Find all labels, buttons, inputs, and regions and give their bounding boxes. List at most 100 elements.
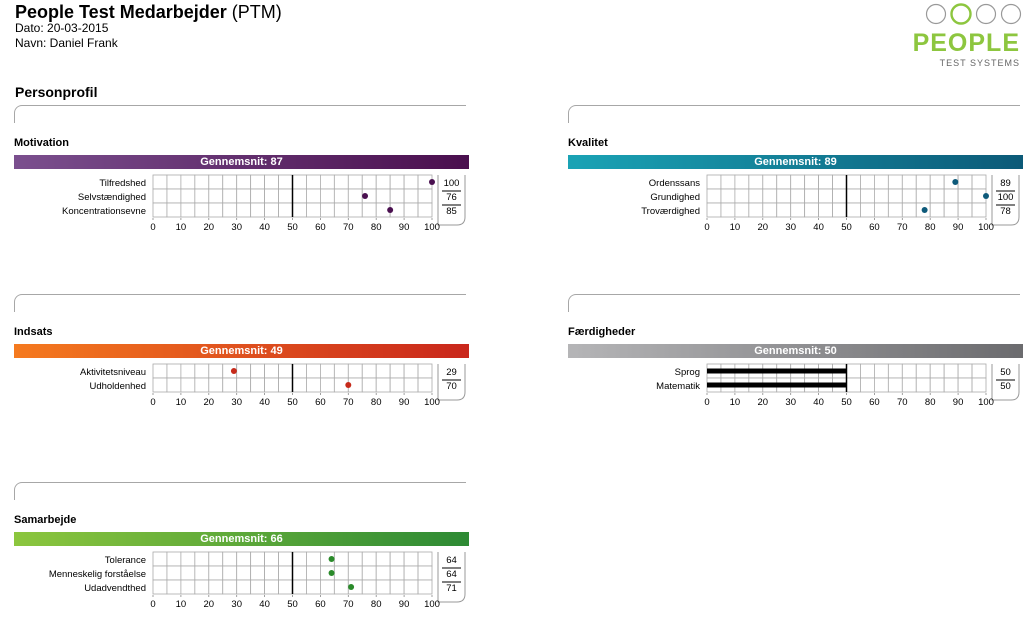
grid-cell xyxy=(776,174,792,190)
tick-label: 40 xyxy=(259,222,270,233)
grid-cell xyxy=(389,363,405,379)
people-logo: PEOPLE TEST SYSTEMS xyxy=(913,2,1024,68)
tick-label: 10 xyxy=(176,397,187,408)
grid-cell xyxy=(222,377,238,393)
tick-label: 30 xyxy=(231,222,242,233)
grid-cell xyxy=(818,188,833,204)
grid-cell xyxy=(957,363,973,379)
tick-label: 90 xyxy=(953,397,964,408)
grid-cell xyxy=(278,188,293,204)
chart-title: Indsats xyxy=(14,326,53,338)
grid-cell xyxy=(166,551,182,567)
grid-cell xyxy=(971,174,987,190)
grid-cell xyxy=(194,202,210,218)
score-value: 50 xyxy=(1000,381,1011,392)
grid-cell xyxy=(846,174,861,190)
grid-cell xyxy=(762,174,778,190)
grid-cell xyxy=(250,174,265,190)
grid-cell xyxy=(375,551,391,567)
grid-cell xyxy=(389,579,405,595)
tick-label: 100 xyxy=(424,599,440,610)
tick-label: 10 xyxy=(730,397,741,408)
grid-cell xyxy=(860,363,875,379)
grid-cell xyxy=(720,188,736,204)
grid-cell xyxy=(250,202,265,218)
grid-cell xyxy=(208,363,224,379)
row-label: Grundighed xyxy=(650,192,700,203)
grid-cell xyxy=(152,579,168,595)
data-point xyxy=(983,193,989,199)
tick-label: 40 xyxy=(813,222,824,233)
grid-cell xyxy=(361,579,377,595)
tick-label: 100 xyxy=(424,222,440,233)
data-point xyxy=(362,193,369,199)
grid-cell xyxy=(361,565,377,581)
grid-cell xyxy=(873,202,889,218)
tick-label: 60 xyxy=(869,397,880,408)
grid-cell xyxy=(208,174,224,190)
grid-cell xyxy=(292,202,307,218)
panel-corner xyxy=(14,294,466,312)
tick-label: 30 xyxy=(231,397,242,408)
score-value: 70 xyxy=(446,381,457,392)
grid-cell xyxy=(222,565,238,581)
grid-cell xyxy=(361,377,377,393)
grid-cell xyxy=(790,188,806,204)
grid-cell xyxy=(306,579,321,595)
grid-cell xyxy=(236,551,252,567)
grid-cell xyxy=(375,174,391,190)
grid-cell xyxy=(152,202,168,218)
grid-cell xyxy=(292,377,307,393)
panel-corner xyxy=(14,105,466,123)
grid-cell xyxy=(292,551,307,567)
grid-cell xyxy=(832,202,847,218)
grid-cell xyxy=(929,377,945,393)
grid-cell xyxy=(943,188,959,204)
grid-cell xyxy=(333,174,349,190)
grid-cell xyxy=(957,202,973,218)
chart-panel-motivation: Motivation Gennemsnit: 87 Tilfredshed 100… xyxy=(14,105,469,245)
grid-cell xyxy=(403,174,419,190)
grid-cell xyxy=(901,174,917,190)
score-value: 89 xyxy=(1000,178,1011,189)
grid-cell xyxy=(347,188,363,204)
grid-cell xyxy=(804,202,819,218)
grid-cell xyxy=(264,202,279,218)
grid-cell xyxy=(278,363,293,379)
grid-cell xyxy=(734,202,750,218)
grid-cell xyxy=(152,565,168,581)
grid-cell xyxy=(375,188,391,204)
panel-corner xyxy=(14,482,466,500)
grid-cell xyxy=(347,202,363,218)
grid-cell xyxy=(790,202,806,218)
grid-cell xyxy=(250,579,265,595)
grid-cell xyxy=(333,363,349,379)
data-point xyxy=(348,584,355,590)
data-point xyxy=(429,179,435,185)
panel-corner xyxy=(568,294,1020,312)
data-point xyxy=(921,207,928,213)
grid-cell xyxy=(887,377,903,393)
tick-label: 60 xyxy=(315,397,326,408)
tick-label: 10 xyxy=(730,222,741,233)
chart-title: Motivation xyxy=(14,137,69,149)
chart-plot: Sprog 50 Matematik 50 0 10 20 30 40 50 60 70 80 90 100 xyxy=(656,363,1020,408)
grid-cell xyxy=(361,202,377,218)
grid-cell xyxy=(236,579,252,595)
grid-cell xyxy=(208,202,224,218)
score-value: 29 xyxy=(446,367,457,378)
score-box xyxy=(437,175,466,226)
tick-label: 100 xyxy=(424,397,440,408)
tick-label: 0 xyxy=(704,222,709,233)
grid-cell xyxy=(236,363,252,379)
grid-cell xyxy=(166,565,182,581)
grid-cell xyxy=(734,174,750,190)
grid-cell xyxy=(417,188,433,204)
row-label: Aktivitetsniveau xyxy=(80,367,146,378)
chart-plot: Tolerance 64 Menneskelig forståelse 64 Udadv… xyxy=(49,551,466,610)
grid-cell xyxy=(971,202,987,218)
grid-cell xyxy=(319,174,335,190)
grid-cell xyxy=(194,174,210,190)
grid-cell xyxy=(306,188,321,204)
grid-cell xyxy=(166,579,182,595)
